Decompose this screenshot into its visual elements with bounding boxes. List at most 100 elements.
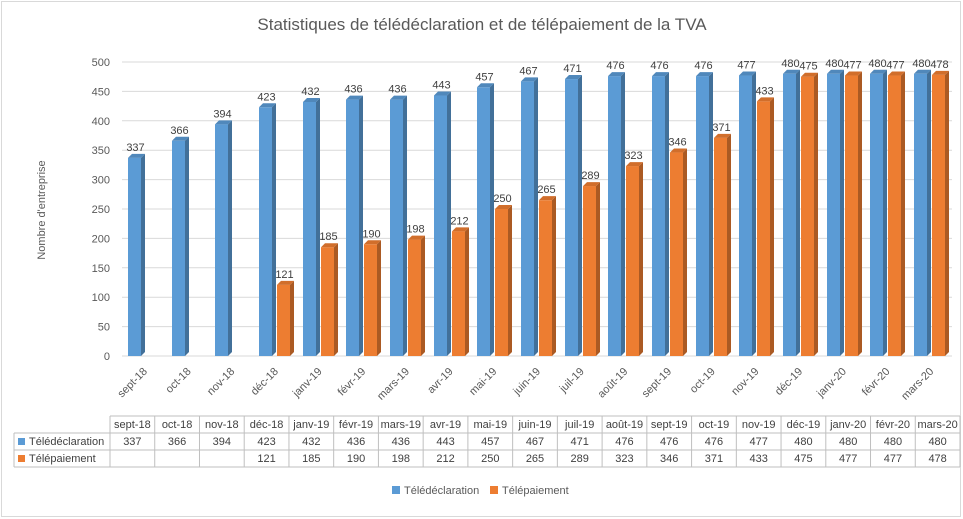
bar-teledeclaration-top	[827, 69, 844, 74]
y-tick-label: 300	[92, 175, 110, 187]
table-cell-telepaiement: 265	[526, 453, 544, 465]
bar-teledeclaration-side	[272, 103, 276, 356]
bars	[128, 69, 949, 357]
bar-teledeclaration-front	[346, 99, 359, 356]
bar-telepaiement	[495, 205, 512, 356]
bar-telepaiement-top	[277, 280, 294, 285]
bar-telepaiement	[801, 72, 818, 356]
bar-teledeclaration-side	[490, 83, 494, 356]
bar-telepaiement-front	[670, 152, 683, 356]
bar-telepaiement-front	[277, 284, 290, 356]
bar-teledeclaration-top	[521, 77, 538, 82]
bar-telepaiement-side	[945, 70, 949, 356]
data-label-telepaiement: 198	[406, 224, 424, 236]
bar-teledeclaration	[914, 69, 931, 356]
data-label-telepaiement: 190	[362, 228, 380, 240]
table-cell-telepaiement: 477	[839, 453, 857, 465]
x-tick-label: févr-20	[860, 366, 893, 399]
table-header-cell: janv-20	[829, 419, 866, 431]
bar-teledeclaration-front	[608, 76, 621, 356]
bar-teledeclaration	[390, 95, 407, 356]
bar-teledeclaration-side	[709, 72, 713, 356]
y-axis-label: Nombre d'entreprise	[36, 160, 48, 259]
table-header-cell: mai-19	[473, 419, 507, 431]
bar-telepaiement-top	[626, 162, 643, 167]
x-tick-label: oct-19	[688, 366, 718, 396]
bar-teledeclaration-side	[621, 72, 625, 356]
bar-telepaiement	[321, 243, 338, 356]
bar-teledeclaration-side	[883, 69, 887, 356]
bar-teledeclaration	[521, 77, 538, 357]
bar-teledeclaration-side	[359, 95, 363, 356]
table-cell-teledeclaration: 457	[481, 436, 499, 448]
bar-telepaiement-top	[583, 182, 600, 187]
table-header-cell: janv-19	[292, 419, 329, 431]
table-legend-key	[18, 455, 25, 462]
y-tick-label: 250	[92, 204, 110, 216]
bar-teledeclaration-front	[128, 157, 141, 356]
y-tick-label: 150	[92, 263, 110, 275]
x-tick-label: avr-19	[425, 366, 456, 397]
y-tick-label: 50	[98, 322, 110, 334]
bar-telepaiement	[845, 71, 862, 357]
bar-telepaiement-side	[377, 240, 381, 356]
data-label-teledeclaration: 443	[432, 80, 450, 92]
bar-teledeclaration	[346, 95, 363, 356]
x-tick-label: août-19	[596, 366, 631, 401]
data-label-teledeclaration: 457	[475, 71, 493, 83]
bar-telepaiement-top	[670, 148, 687, 153]
x-tick-label: févr-19	[336, 366, 369, 399]
bar-teledeclaration-front	[303, 101, 316, 356]
table-header-cell: mars-20	[917, 419, 957, 431]
chart-title: Statistiques de télédéclaration et de té…	[257, 15, 707, 34]
legend: Télédéclaration Télépaiement	[392, 485, 569, 497]
bar-teledeclaration-front	[739, 75, 752, 357]
bar-teledeclaration	[565, 75, 582, 356]
table-cell-telepaiement: 371	[705, 453, 723, 465]
bar-teledeclaration	[477, 83, 494, 356]
bar-telepaiement-front	[408, 239, 421, 356]
bar-teledeclaration-front	[783, 73, 796, 356]
bar-teledeclaration	[128, 153, 145, 356]
bar-teledeclaration	[696, 72, 713, 356]
legend-entry: Télédéclaration	[404, 485, 479, 497]
data-label-telepaiement: 121	[275, 269, 293, 281]
data-label-teledeclaration: 432	[301, 86, 319, 98]
table-header-cell: nov-18	[205, 419, 239, 431]
bar-telepaiement-side	[290, 280, 294, 356]
bar-telepaiement-top	[757, 97, 774, 102]
data-label-teledeclaration: 394	[213, 108, 231, 120]
table-header-cell: sept-18	[114, 419, 151, 431]
bar-telepaiement-side	[727, 133, 731, 356]
data-label-telepaiement: 433	[755, 85, 773, 97]
data-label-telepaiement: 346	[668, 137, 686, 149]
x-tick-label: mars-19	[375, 366, 412, 403]
x-tick-label: juin-19	[511, 366, 544, 399]
table-cell-telepaiement: 121	[257, 453, 275, 465]
data-label-teledeclaration: 477	[737, 60, 755, 72]
bar-teledeclaration-top	[303, 97, 320, 102]
data-label-telepaiement: 265	[537, 184, 555, 196]
table-header-cell: déc-18	[250, 419, 284, 431]
x-tick-label: mars-20	[899, 366, 936, 403]
bar-telepaiement-front	[452, 231, 465, 356]
bar-teledeclaration-top	[696, 72, 713, 77]
bar-teledeclaration-side	[927, 69, 931, 356]
bar-telepaiement	[539, 196, 556, 356]
y-tick-label: 0	[104, 351, 110, 363]
bar-teledeclaration-top	[390, 95, 407, 100]
bar-teledeclaration-top	[914, 69, 931, 74]
y-tick-label: 200	[92, 233, 110, 245]
bar-telepaiement-front	[888, 75, 901, 357]
x-tick-label: déc-18	[249, 366, 281, 398]
data-label-telepaiement: 185	[319, 231, 337, 243]
bar-telepaiement-front	[714, 137, 727, 356]
bar-telepaiement-top	[801, 72, 818, 77]
bar-telepaiement-top	[932, 70, 949, 75]
data-label-teledeclaration: 337	[126, 142, 144, 154]
bar-teledeclaration-side	[752, 71, 756, 357]
table-cell-teledeclaration: 443	[436, 436, 454, 448]
table-cell-telepaiement: 478	[928, 453, 946, 465]
bar-telepaiement-top	[408, 235, 425, 240]
bar-telepaiement-front	[321, 247, 334, 356]
